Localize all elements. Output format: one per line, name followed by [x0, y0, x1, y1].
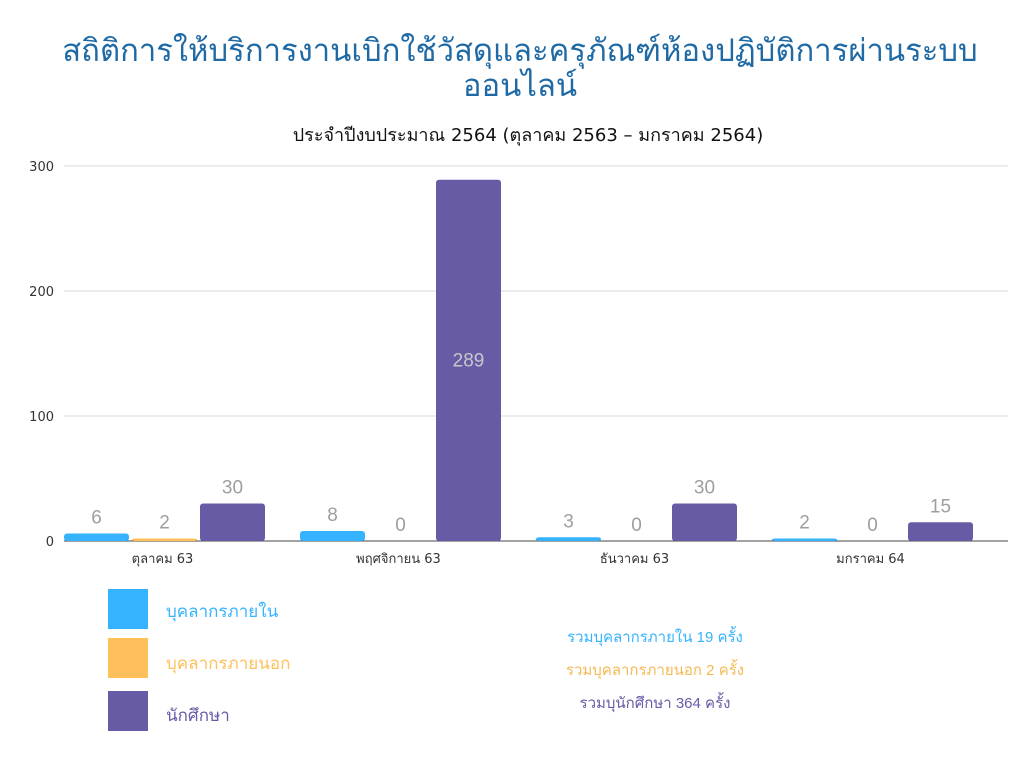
chart-title: สถิติการให้บริการงานเบิกใช้วัสดุและครุภั… [62, 33, 978, 104]
y-tick-label: 300 [29, 160, 54, 175]
chart-subtitle: ประจำปีงบประมาณ 2564 (ตุลาคม 2563 – มกรา… [292, 125, 764, 146]
bar [300, 531, 365, 541]
data-label: 0 [395, 515, 406, 536]
legend-label-external: บุคลากรภายนอก [166, 654, 291, 674]
data-label: 30 [694, 478, 715, 499]
data-label: 15 [930, 496, 951, 517]
legend-swatch-student [108, 691, 148, 731]
bar [672, 503, 737, 541]
x-tick-label: ธันวาคม 63 [600, 552, 669, 567]
y-tick-label: 100 [29, 410, 54, 425]
total-student: รวมบุนักศึกษา 364 ครั้ง [579, 695, 731, 712]
data-label: 3 [563, 511, 574, 532]
bar [536, 537, 601, 541]
data-label: 2 [799, 513, 810, 534]
legend-swatch-internal [108, 589, 148, 629]
data-label: 8 [327, 505, 338, 526]
bar [908, 522, 973, 541]
legend-label-student: นักศึกษา [166, 706, 230, 726]
y-tick-label: 200 [29, 285, 54, 300]
data-label: 289 [453, 350, 485, 371]
bar [132, 538, 197, 541]
total-internal: รวมบุคลากรภายใน 19 ครั้ง [567, 629, 743, 646]
legend-swatch-external [108, 638, 148, 678]
data-label: 0 [631, 515, 642, 536]
legend-label-internal: บุคลากรภายใน [166, 602, 279, 622]
x-tick-label: ตุลาคม 63 [132, 552, 194, 567]
total-external: รวมบุคลากรภายนอก 2 ครั้ง [565, 662, 745, 679]
bar [436, 179, 501, 541]
bar [200, 503, 265, 541]
bar [64, 533, 129, 541]
bar [772, 538, 837, 541]
data-label: 0 [867, 515, 878, 536]
x-tick-label: มกราคม 64 [836, 552, 905, 567]
data-label: 30 [222, 478, 243, 499]
data-label: 6 [91, 508, 102, 529]
y-tick-label: 0 [46, 535, 54, 550]
data-label: 2 [159, 513, 170, 534]
x-tick-label: พฤศจิกายน 63 [356, 552, 441, 567]
